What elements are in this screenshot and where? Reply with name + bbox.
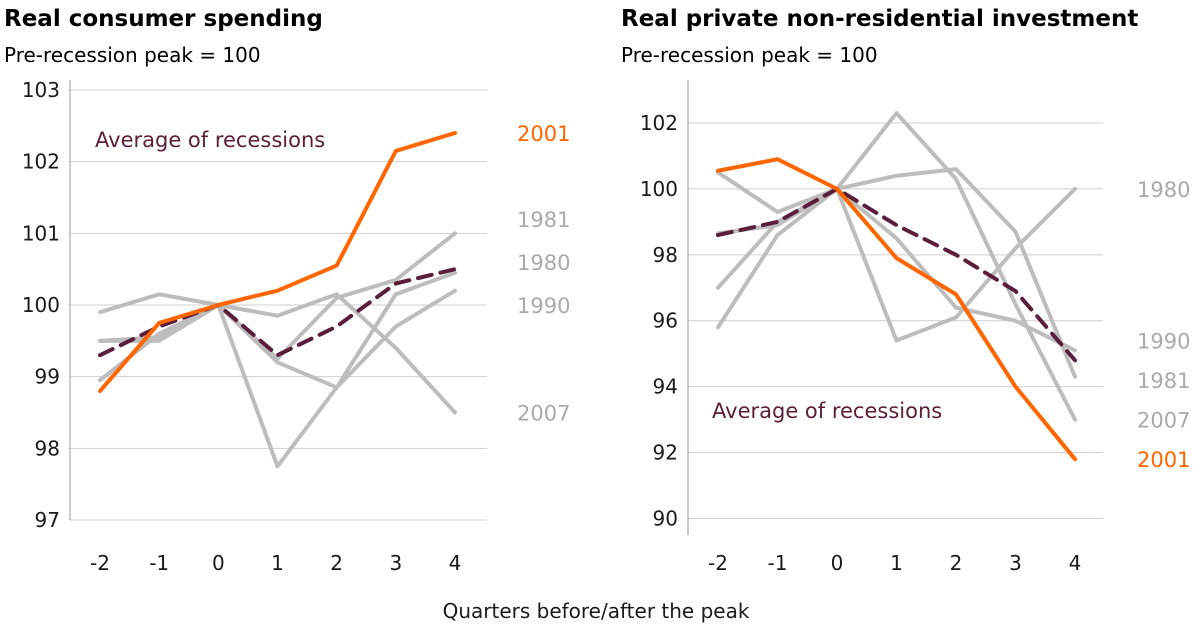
- series-label: 1981: [1137, 369, 1190, 393]
- chart-subtitle: Pre-recession peak = 100: [621, 43, 878, 67]
- series-label: 2007: [517, 402, 570, 426]
- y-tick-label: 99: [35, 365, 60, 389]
- chart-subtitle: Pre-recession peak = 100: [4, 43, 261, 67]
- y-tick-label: 102: [22, 150, 60, 174]
- x-tick-label: 2: [950, 551, 963, 575]
- y-tick-label: 96: [653, 309, 678, 333]
- series-label: 1990: [1137, 330, 1190, 354]
- series-label: 1990: [517, 294, 570, 318]
- y-tick-label: 97: [35, 508, 60, 532]
- series-label: 1981: [517, 208, 570, 232]
- average-annotation: Average of recessions: [95, 128, 325, 152]
- series-line-1981: [716, 167, 1077, 379]
- series-line-1980: [716, 111, 1077, 422]
- series-line-average: [716, 186, 1077, 363]
- y-tick-label: 90: [653, 507, 678, 531]
- y-tick-label: 102: [640, 111, 678, 135]
- series-label: 2001: [1137, 448, 1190, 472]
- y-tick-label: 98: [35, 436, 60, 460]
- y-tick-label: 94: [653, 375, 678, 399]
- average-annotation: Average of recessions: [712, 399, 942, 423]
- y-tick-label: 103: [22, 78, 60, 102]
- series-line-1990: [716, 170, 1077, 343]
- x-tick-label: -1: [768, 551, 788, 575]
- series-line-2001: [716, 157, 1077, 462]
- x-tick-label: 3: [389, 551, 402, 575]
- x-tick-label: -1: [149, 551, 169, 575]
- x-tick-label: -2: [90, 551, 110, 575]
- series-label: 1980: [517, 251, 570, 275]
- series-line-2001: [98, 131, 457, 393]
- x-tick-label: 1: [271, 551, 284, 575]
- series-line-1980: [98, 292, 457, 415]
- y-tick-label: 101: [22, 221, 60, 245]
- x-tick-label: 4: [1069, 551, 1082, 575]
- x-tick-label: 2: [330, 551, 343, 575]
- x-tick-label: 3: [1009, 551, 1022, 575]
- x-tick-label: -2: [708, 551, 728, 575]
- y-tick-label: 92: [653, 441, 678, 465]
- x-tick-label: 1: [890, 551, 903, 575]
- chart-title: Real consumer spending: [4, 6, 323, 32]
- series-line-2007: [98, 231, 457, 383]
- chart-title: Real private non-residential investment: [621, 6, 1138, 32]
- series-line-1990: [98, 270, 457, 469]
- x-tick-label: 0: [831, 551, 844, 575]
- y-tick-label: 100: [640, 177, 678, 201]
- y-tick-label: 100: [22, 293, 60, 317]
- y-tick-label: 98: [653, 243, 678, 267]
- series-line-average: [98, 267, 457, 358]
- panel-investment: Real private non-residential investment …: [621, 6, 1190, 575]
- series-label: 1980: [1137, 178, 1190, 202]
- series-line-1981: [98, 288, 457, 390]
- series-line-2007: [716, 186, 1077, 353]
- x-tick-label: 0: [212, 551, 225, 575]
- series-label: 2007: [1137, 409, 1190, 433]
- panel-consumer-spending: Real consumer spending Pre-recession pea…: [4, 6, 570, 575]
- x-tick-label: 4: [449, 551, 462, 575]
- x-axis-label: Quarters before/after the peak: [443, 599, 750, 623]
- series-label: 2001: [517, 122, 570, 146]
